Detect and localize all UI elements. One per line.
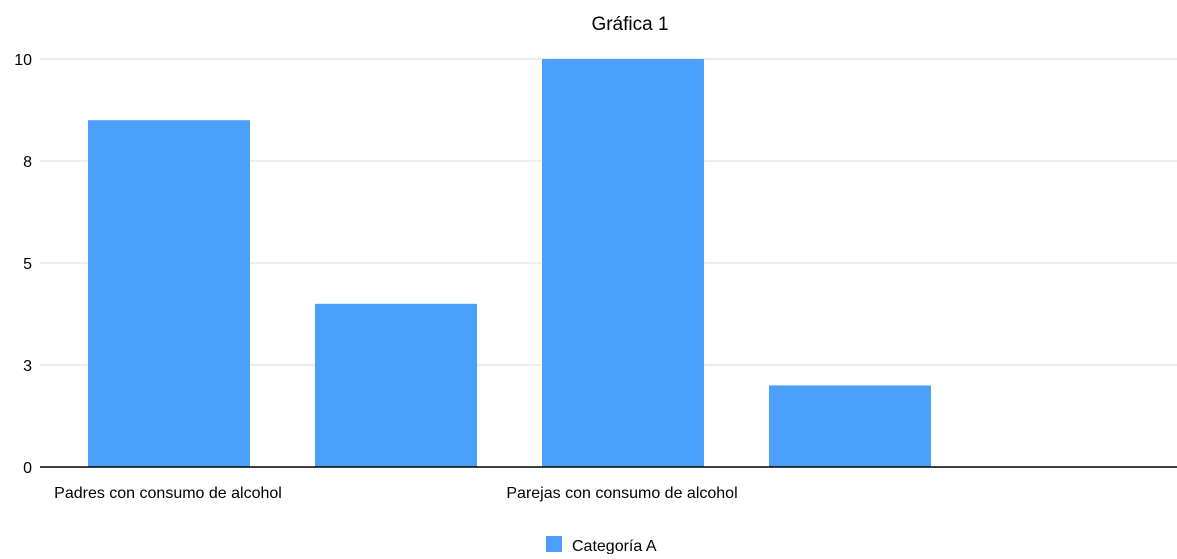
legend-label: Categoría A [572,538,657,554]
y-tick-label: 5 [23,256,32,273]
bars [88,59,931,467]
chart-title: Gráfica 1 [591,14,668,35]
y-tick-label: 0 [23,460,32,477]
bar [542,59,704,467]
y-tick-label: 10 [14,52,32,69]
x-tick-label: Padres con consumo de alcohol [54,485,282,502]
bar [315,303,477,467]
y-axis-ticks: 0 3 5 8 10 [14,52,32,477]
x-axis-labels: Padres con consumo de alcohol Parejas con… [54,485,737,502]
y-tick-label: 3 [23,358,32,375]
legend-swatch [546,536,562,552]
legend: Categoría A [546,536,657,555]
y-tick-label: 8 [23,154,32,171]
bar [88,120,250,467]
x-tick-label: Parejas con consumo de alcohol [506,485,737,502]
bar [769,385,931,467]
